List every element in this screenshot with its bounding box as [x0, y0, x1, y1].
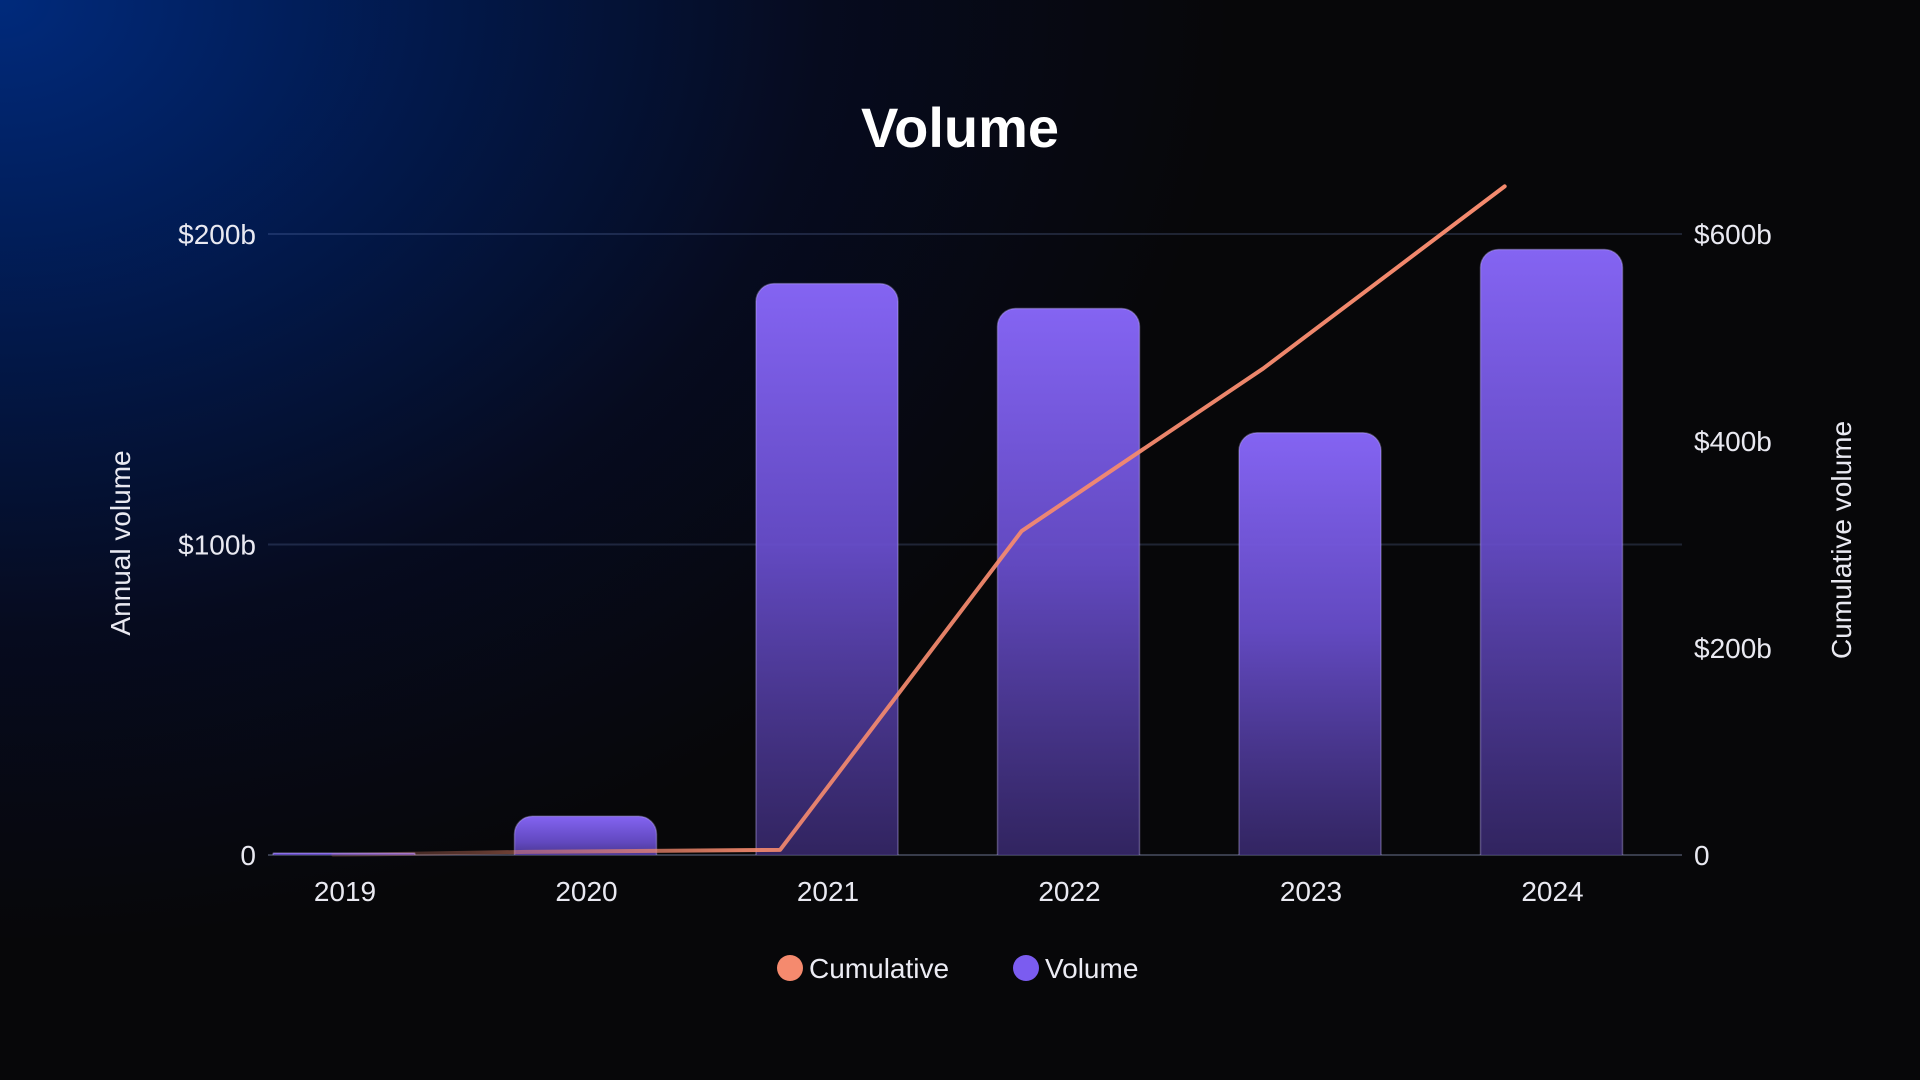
legend-swatch-volume	[1013, 955, 1039, 981]
right-tick-label: $600b	[1694, 219, 1772, 250]
volume-bars	[263, 248, 1712, 896]
left-axis-label: Annual volume	[105, 450, 136, 635]
bar-2021	[755, 282, 899, 855]
x-tick-label: 2022	[1038, 876, 1100, 907]
gridlines	[268, 233, 1682, 856]
bar-2024	[1479, 248, 1624, 855]
bar-2022	[996, 307, 1141, 855]
right-tick-label: 0	[1694, 840, 1710, 871]
left-tick-label: $200b	[178, 219, 256, 250]
right-tick-label: $400b	[1694, 426, 1772, 457]
left-axis-ticks: 0 $100b $200b	[178, 219, 256, 871]
x-axis-ticks: 2019 2020 2021 2022 2023 2024	[314, 876, 1584, 907]
legend-swatch-cumulative	[777, 955, 803, 981]
x-tick-label: 2024	[1521, 876, 1583, 907]
cumulative-line-group	[331, 184, 1507, 857]
right-tick-label: $200b	[1694, 633, 1772, 664]
bar-2023	[1238, 431, 1382, 855]
x-tick-label: 2020	[555, 876, 617, 907]
legend-label-cumulative: Cumulative	[809, 953, 949, 984]
bar-2020	[513, 815, 658, 855]
legend: Cumulative Volume	[777, 953, 1138, 984]
legend-item-cumulative[interactable]: Cumulative	[777, 953, 949, 984]
right-axis-ticks: 0 $200b $400b $600b	[1694, 219, 1772, 871]
right-axis-label: Cumulative volume	[1826, 421, 1857, 659]
legend-label-volume: Volume	[1045, 953, 1138, 984]
bar-base-cover	[263, 856, 1712, 896]
chart-title: Volume	[861, 96, 1059, 159]
x-tick-label: 2019	[314, 876, 376, 907]
left-tick-label: 0	[240, 840, 256, 871]
legend-item-volume[interactable]: Volume	[1013, 953, 1138, 984]
cumulative-line	[331, 184, 1507, 857]
x-tick-label: 2021	[797, 876, 859, 907]
x-tick-label: 2023	[1280, 876, 1342, 907]
left-tick-label: $100b	[178, 530, 256, 561]
